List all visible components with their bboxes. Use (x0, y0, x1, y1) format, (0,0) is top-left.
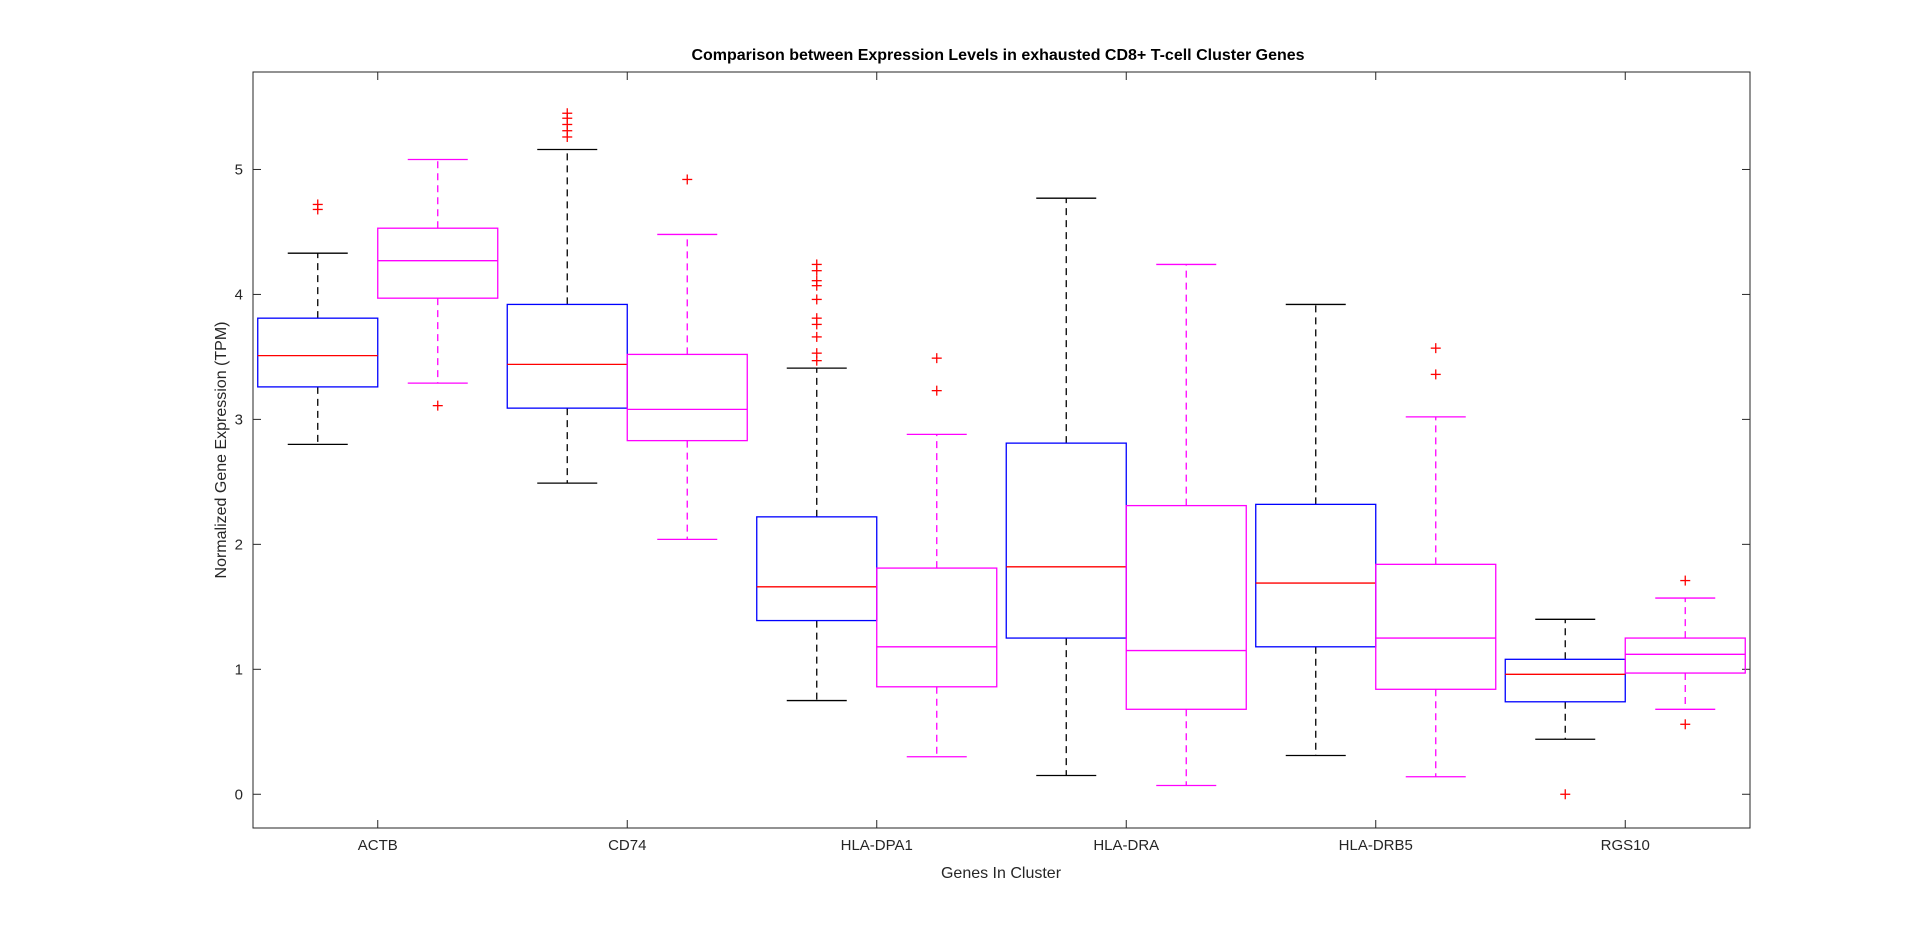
axes-frame (252, 71, 1751, 829)
iqr-box (876, 567, 998, 688)
x-tick-label: ACTB (358, 837, 398, 854)
x-tick-label: HLA-DPA1 (841, 837, 913, 854)
outlier-point (1680, 719, 1691, 730)
outlier-point (432, 400, 443, 411)
x-axis-label: Genes In Cluster (941, 865, 1062, 882)
box-series-0 (257, 108, 1626, 800)
y-tick-label: 3 (235, 411, 243, 428)
box-rgs10 (1504, 618, 1626, 800)
outlier-point (312, 199, 323, 210)
x-tick-label: HLA-DRA (1093, 837, 1159, 854)
outlier-point (1430, 343, 1441, 354)
box-actb (257, 199, 379, 446)
x-axis: ACTB CD74 HLA-DPA1 HLA-DRA HLA-DRB5 RGS10 (358, 72, 1650, 854)
iqr-box (1504, 658, 1626, 703)
outlier-point (811, 294, 822, 305)
outlier-point (931, 353, 942, 364)
iqr-box (1125, 504, 1247, 710)
iqr-box (1375, 563, 1497, 690)
plot-area (252, 71, 1751, 829)
outlier-point (811, 313, 822, 324)
outlier-point (1680, 575, 1691, 586)
box-hla-dpa1 (756, 259, 878, 702)
outlier-point (811, 259, 822, 270)
iqr-box (377, 227, 499, 299)
box-hla-drb5 (1375, 343, 1497, 778)
box-series-1 (377, 158, 1746, 787)
outlier-point (811, 275, 822, 286)
y-tick-label: 2 (235, 536, 243, 553)
outlier-point (931, 385, 942, 396)
iqr-box (1005, 442, 1127, 639)
iqr-box (1255, 503, 1377, 648)
y-tick-label: 4 (235, 286, 243, 303)
outlier-point (562, 108, 573, 119)
y-tick-label: 0 (235, 786, 243, 803)
box-series (257, 108, 1746, 800)
chart-title: Comparison between Expression Levels in … (691, 47, 1304, 64)
outlier-point (1560, 789, 1571, 800)
box-hla-dpa1 (876, 353, 998, 758)
y-axis: 0 1 2 3 4 5 (235, 161, 1750, 803)
box-hla-dra (1125, 263, 1247, 787)
x-tick-label: CD74 (608, 837, 646, 854)
iqr-box (506, 303, 628, 409)
outlier-point (811, 348, 822, 359)
iqr-box (756, 516, 878, 622)
box-cd74 (626, 174, 748, 540)
box-hla-dra (1005, 197, 1127, 777)
x-tick-label: HLA-DRB5 (1339, 837, 1413, 854)
outlier-point (1430, 369, 1441, 380)
outlier-point (811, 331, 822, 342)
iqr-box (1624, 637, 1746, 674)
x-tick-label: RGS10 (1601, 837, 1650, 854)
outlier-point (682, 174, 693, 185)
y-tick-label: 1 (235, 661, 243, 678)
box-rgs10 (1624, 575, 1746, 730)
box-hla-drb5 (1255, 303, 1377, 757)
y-axis-label: Normalized Gene Expression (TPM) (213, 322, 230, 579)
box-actb (377, 158, 499, 411)
box-cd74 (506, 108, 628, 484)
iqr-box (257, 317, 379, 388)
iqr-box (626, 353, 748, 442)
y-tick-label: 5 (235, 161, 243, 178)
